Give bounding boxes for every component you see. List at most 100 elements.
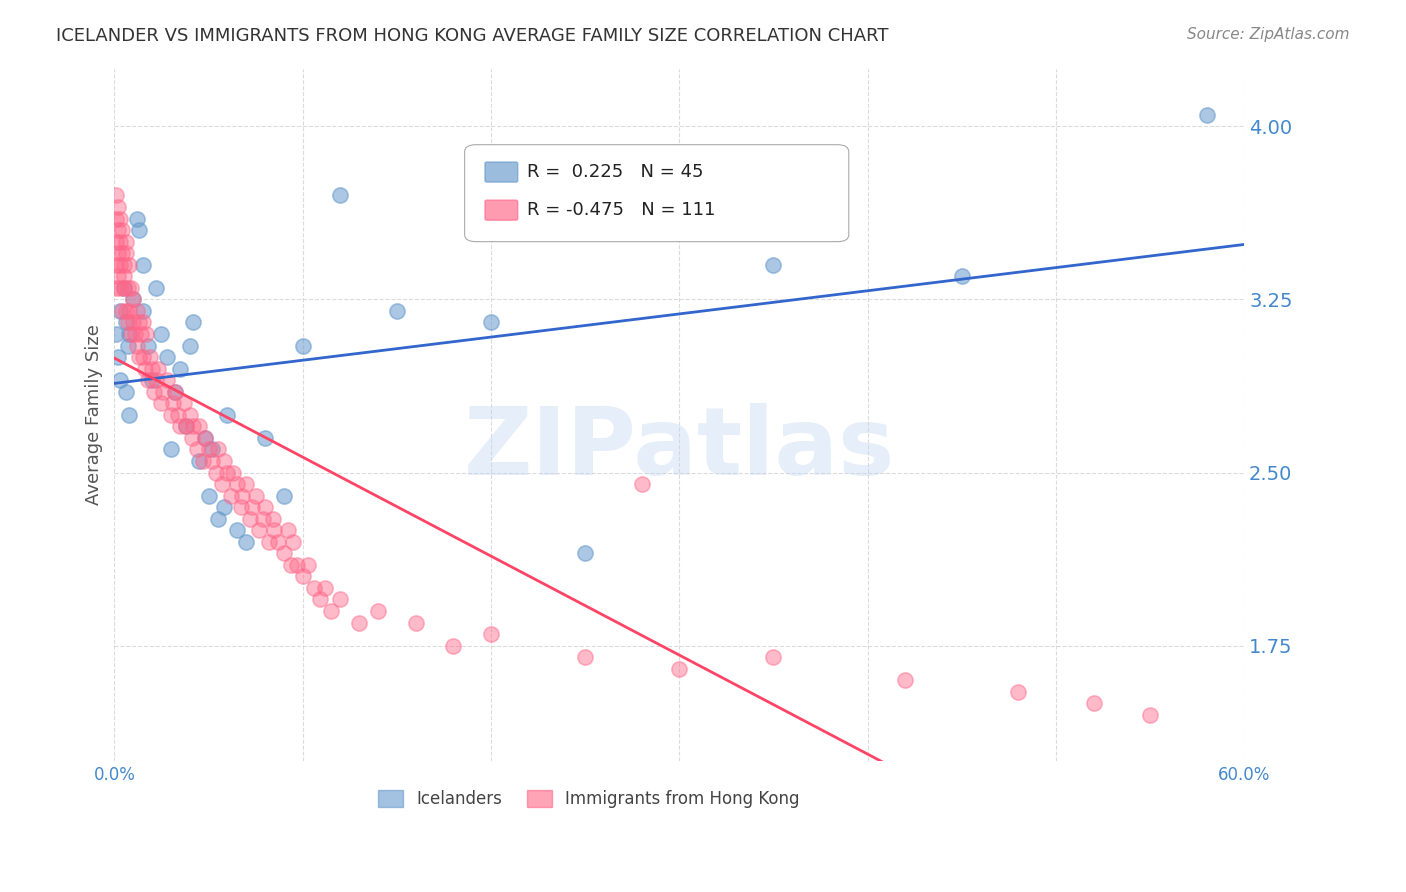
Immigrants from Hong Kong: [245, 489, 267, 503]
Immigrants from Hong Kong: [235, 477, 257, 491]
Legend: Icelanders, Immigrants from Hong Kong: Icelanders, Immigrants from Hong Kong: [371, 783, 807, 815]
Text: ICELANDER VS IMMIGRANTS FROM HONG KONG AVERAGE FAMILY SIZE CORRELATION CHART: ICELANDER VS IMMIGRANTS FROM HONG KONG A…: [56, 27, 889, 45]
Immigrants from Hong Kong: [217, 466, 239, 480]
Icelanders: [150, 326, 173, 341]
Icelanders: [156, 350, 179, 364]
Icelanders: [194, 431, 217, 445]
Immigrants from Hong Kong: [231, 489, 253, 503]
Immigrants from Hong Kong: [441, 639, 464, 653]
Icelanders: [114, 384, 136, 399]
Immigrants from Hong Kong: [894, 673, 917, 688]
Immigrants from Hong Kong: [180, 431, 202, 445]
Immigrants from Hong Kong: [112, 258, 135, 272]
Immigrants from Hong Kong: [240, 500, 263, 515]
Immigrants from Hong Kong: [174, 419, 197, 434]
Immigrants from Hong Kong: [668, 662, 690, 676]
Icelanders: [762, 258, 785, 272]
Icelanders: [122, 293, 145, 307]
Icelanders: [128, 223, 150, 237]
Icelanders: [108, 373, 131, 387]
Icelanders: [329, 188, 352, 202]
Icelanders: [254, 431, 277, 445]
Immigrants from Hong Kong: [107, 269, 129, 284]
Icelanders: [385, 304, 408, 318]
Immigrants from Hong Kong: [285, 558, 308, 572]
Immigrants from Hong Kong: [105, 258, 128, 272]
Immigrants from Hong Kong: [156, 373, 179, 387]
Icelanders: [108, 304, 131, 318]
Immigrants from Hong Kong: [125, 338, 148, 352]
Immigrants from Hong Kong: [163, 384, 186, 399]
Immigrants from Hong Kong: [135, 326, 157, 341]
Immigrants from Hong Kong: [117, 281, 139, 295]
Immigrants from Hong Kong: [117, 315, 139, 329]
Immigrants from Hong Kong: [111, 223, 134, 237]
Immigrants from Hong Kong: [107, 246, 129, 260]
Immigrants from Hong Kong: [105, 281, 128, 295]
Immigrants from Hong Kong: [118, 304, 141, 318]
Immigrants from Hong Kong: [212, 454, 235, 468]
Icelanders: [235, 534, 257, 549]
Immigrants from Hong Kong: [1083, 697, 1105, 711]
Immigrants from Hong Kong: [118, 258, 141, 272]
Immigrants from Hong Kong: [219, 489, 242, 503]
Immigrants from Hong Kong: [277, 523, 299, 537]
Immigrants from Hong Kong: [183, 419, 205, 434]
Immigrants from Hong Kong: [291, 569, 314, 583]
Icelanders: [207, 511, 229, 525]
Icelanders: [163, 384, 186, 399]
Icelanders: [197, 489, 219, 503]
Immigrants from Hong Kong: [112, 269, 135, 284]
Immigrants from Hong Kong: [319, 604, 342, 618]
Immigrants from Hong Kong: [125, 304, 148, 318]
Immigrants from Hong Kong: [314, 581, 336, 595]
Immigrants from Hong Kong: [114, 235, 136, 249]
Text: Source: ZipAtlas.com: Source: ZipAtlas.com: [1187, 27, 1350, 42]
Immigrants from Hong Kong: [263, 523, 285, 537]
Immigrants from Hong Kong: [205, 466, 228, 480]
Immigrants from Hong Kong: [173, 396, 195, 410]
Icelanders: [201, 442, 224, 457]
Immigrants from Hong Kong: [114, 246, 136, 260]
Icelanders: [141, 373, 163, 387]
Immigrants from Hong Kong: [169, 419, 191, 434]
Immigrants from Hong Kong: [162, 396, 184, 410]
Immigrants from Hong Kong: [107, 200, 129, 214]
Immigrants from Hong Kong: [145, 373, 167, 387]
Immigrants from Hong Kong: [197, 442, 219, 457]
Icelanders: [105, 326, 128, 341]
Immigrants from Hong Kong: [188, 419, 211, 434]
Icelanders: [1195, 108, 1218, 122]
Immigrants from Hong Kong: [229, 500, 252, 515]
Immigrants from Hong Kong: [211, 477, 233, 491]
Immigrants from Hong Kong: [129, 326, 152, 341]
Icelanders: [131, 304, 153, 318]
Immigrants from Hong Kong: [252, 511, 274, 525]
Immigrants from Hong Kong: [283, 534, 305, 549]
Immigrants from Hong Kong: [201, 454, 224, 468]
Icelanders: [225, 523, 247, 537]
Immigrants from Hong Kong: [108, 258, 131, 272]
Icelanders: [114, 315, 136, 329]
Text: ZIPatlas: ZIPatlas: [464, 403, 896, 495]
Icelanders: [118, 326, 141, 341]
FancyBboxPatch shape: [485, 200, 517, 220]
Icelanders: [179, 338, 201, 352]
Immigrants from Hong Kong: [1139, 707, 1161, 722]
Immigrants from Hong Kong: [150, 396, 173, 410]
Immigrants from Hong Kong: [120, 281, 142, 295]
Icelanders: [160, 442, 183, 457]
Immigrants from Hong Kong: [194, 431, 217, 445]
Immigrants from Hong Kong: [222, 466, 245, 480]
Icelanders: [574, 546, 596, 560]
Icelanders: [950, 269, 973, 284]
Immigrants from Hong Kong: [257, 534, 280, 549]
Icelanders: [183, 315, 205, 329]
Immigrants from Hong Kong: [225, 477, 247, 491]
Immigrants from Hong Kong: [273, 546, 295, 560]
Immigrants from Hong Kong: [479, 627, 502, 641]
Immigrants from Hong Kong: [139, 350, 162, 364]
Immigrants from Hong Kong: [105, 188, 128, 202]
Immigrants from Hong Kong: [108, 211, 131, 226]
Immigrants from Hong Kong: [207, 442, 229, 457]
